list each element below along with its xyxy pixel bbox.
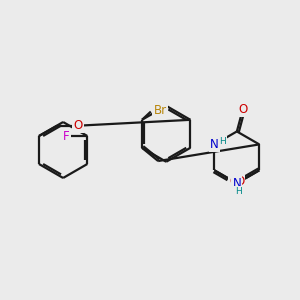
Text: N: N — [232, 177, 241, 190]
Text: N: N — [210, 138, 219, 151]
Text: O: O — [73, 119, 83, 132]
Text: O: O — [230, 175, 239, 188]
Text: H: H — [219, 137, 226, 146]
Text: H: H — [235, 187, 242, 196]
Text: Br: Br — [154, 104, 167, 117]
Text: O: O — [235, 175, 244, 188]
Text: F: F — [63, 130, 69, 142]
Text: O: O — [238, 103, 248, 116]
